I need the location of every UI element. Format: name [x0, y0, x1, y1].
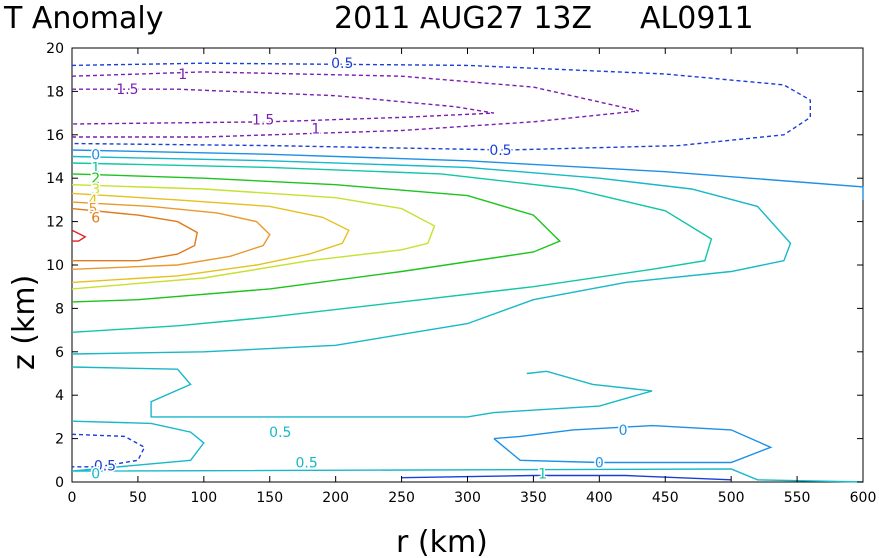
x-tick-label: 600: [850, 490, 877, 506]
y-tick-label: 10: [46, 258, 64, 274]
contour-line--0.5: [71, 62, 811, 151]
contour-label: 0: [91, 147, 100, 163]
contour-label: 5: [89, 202, 98, 218]
contour-label: 1: [91, 160, 100, 176]
contour-label: 1.5: [252, 113, 274, 129]
x-tick-label: 0: [68, 490, 77, 506]
contour-line-0.5: [71, 155, 792, 355]
contour-label: 1: [178, 67, 187, 83]
y-tick-label: 12: [46, 215, 64, 231]
y-tick-label: 16: [46, 128, 64, 144]
contour-line--1.5: [71, 88, 495, 125]
contour-line--1: [401, 474, 732, 481]
contour-line-7: [71, 229, 87, 242]
x-tick-label: 300: [454, 490, 481, 506]
contour-label: 0.5: [94, 459, 116, 475]
y-tick-label: 8: [55, 301, 64, 317]
y-tick-label: 6: [55, 345, 64, 361]
contour-line-2: [71, 173, 562, 303]
contour-line--1: [71, 71, 640, 138]
contour-label: 0.5: [296, 455, 318, 471]
y-tick-label: 20: [46, 41, 64, 57]
contour-line-0.5: [71, 366, 653, 418]
x-tick-label: 100: [190, 490, 217, 506]
contour-label: 0: [619, 423, 628, 439]
chart-title: T Anomaly: [3, 1, 163, 36]
contour-label: 1.5: [116, 82, 138, 98]
x-tick-label: 50: [129, 490, 147, 506]
contour-label: 1: [311, 121, 320, 137]
chart-subtitle: 2011 AUG27 13Z: [334, 1, 592, 36]
y-tick-label: 4: [55, 388, 64, 404]
contour-label: 3: [91, 182, 100, 198]
contour-line-4: [71, 192, 350, 284]
y-axis-label: z (km): [7, 275, 42, 370]
x-tick-label: 250: [388, 490, 415, 506]
x-tick-label: 150: [256, 490, 283, 506]
contour-line-5: [71, 201, 271, 270]
contour-label: 2: [91, 171, 100, 187]
contour-lines: [71, 62, 864, 483]
y-tick-label: 0: [55, 475, 64, 491]
x-tick-label: 200: [322, 490, 349, 506]
x-axis-ticks: 0 50 100 150 200 250 300 350 400 450 500 550 600: [68, 48, 877, 506]
contour-line-0: [71, 149, 864, 200]
x-tick-label: 450: [652, 490, 679, 506]
x-tick-label: 350: [520, 490, 547, 506]
y-tick-label: 18: [46, 84, 64, 100]
contour-line-0: [493, 424, 773, 464]
contour-label: 0: [91, 466, 100, 482]
contour-line-3: [71, 184, 436, 290]
contour-label: 0.5: [489, 143, 511, 159]
contour-line--0.5: [71, 433, 146, 468]
contour-label: 6: [91, 210, 100, 226]
contour-label: 0.5: [331, 56, 353, 72]
x-tick-label: 500: [718, 490, 745, 506]
contour-line-1: [71, 162, 713, 333]
y-tick-label: 2: [55, 432, 64, 448]
x-tick-label: 400: [586, 490, 613, 506]
contour-line-6: [71, 207, 198, 262]
x-axis-label: r (km): [396, 525, 488, 558]
y-tick-label: 14: [46, 171, 64, 187]
contour-line-0.5: [71, 420, 864, 483]
x-tick-label: 550: [784, 490, 811, 506]
contour-label: 0: [595, 455, 604, 471]
contour-label: 0.5: [269, 425, 291, 441]
contour-label: 4: [89, 193, 98, 209]
storm-id: AL0911: [640, 1, 754, 36]
contour-label: 1: [538, 466, 547, 482]
